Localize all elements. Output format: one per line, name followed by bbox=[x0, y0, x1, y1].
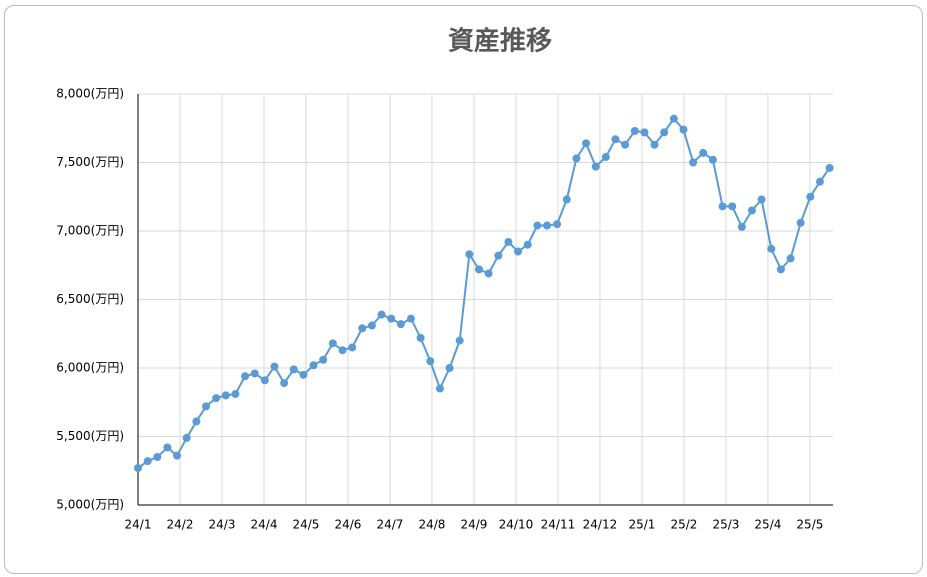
point bbox=[533, 221, 542, 230]
y-tick-label: 6,500(万円) bbox=[56, 292, 124, 306]
point bbox=[815, 177, 824, 186]
point bbox=[650, 140, 659, 149]
x-tick-label: 24/5 bbox=[292, 518, 319, 532]
point bbox=[231, 390, 240, 399]
point bbox=[718, 202, 727, 211]
point bbox=[611, 135, 620, 144]
point bbox=[747, 206, 756, 215]
x-tick-label: 24/3 bbox=[209, 518, 236, 532]
point bbox=[514, 247, 523, 256]
point bbox=[591, 162, 600, 171]
point bbox=[202, 402, 211, 411]
point bbox=[543, 221, 552, 230]
chart-card bbox=[4, 5, 923, 574]
point bbox=[582, 139, 591, 148]
x-tick-label: 24/9 bbox=[460, 518, 487, 532]
point bbox=[767, 244, 776, 253]
y-tick-label: 5,500(万円) bbox=[56, 429, 124, 443]
y-tick-label: 5,000(万円) bbox=[56, 498, 124, 512]
point bbox=[134, 464, 142, 473]
x-tick-label: 25/3 bbox=[712, 518, 739, 532]
x-tick-label: 24/7 bbox=[376, 518, 403, 532]
point bbox=[523, 240, 532, 249]
x-tick-label: 24/6 bbox=[334, 518, 361, 532]
point bbox=[406, 314, 415, 323]
point bbox=[465, 250, 474, 259]
point bbox=[192, 417, 201, 426]
point bbox=[455, 336, 464, 345]
x-tick-label: 24/1 bbox=[125, 518, 152, 532]
x-tick-label: 24/10 bbox=[499, 518, 534, 532]
point bbox=[757, 195, 766, 204]
chart-title: 資産推移 bbox=[448, 26, 552, 57]
point bbox=[484, 269, 493, 278]
y-tick-label: 7,000(万円) bbox=[56, 224, 124, 238]
x-tick-label: 24/11 bbox=[541, 518, 576, 532]
point bbox=[660, 128, 669, 137]
point bbox=[796, 218, 805, 227]
point bbox=[348, 343, 357, 352]
point bbox=[669, 114, 678, 123]
point bbox=[426, 357, 435, 366]
point bbox=[212, 394, 221, 403]
point bbox=[630, 126, 639, 135]
point bbox=[689, 158, 698, 167]
point bbox=[806, 192, 815, 201]
point bbox=[728, 202, 737, 211]
x-tick-label: 25/1 bbox=[628, 518, 655, 532]
point bbox=[163, 443, 172, 452]
point bbox=[737, 222, 746, 231]
x-tick-label: 25/5 bbox=[796, 518, 823, 532]
x-tick-label: 24/12 bbox=[583, 518, 618, 532]
point bbox=[153, 453, 162, 462]
point bbox=[280, 379, 289, 388]
point bbox=[338, 346, 347, 355]
y-tick-label: 6,000(万円) bbox=[56, 361, 124, 375]
point bbox=[601, 153, 610, 162]
x-tick-label: 24/2 bbox=[167, 518, 194, 532]
point bbox=[270, 362, 279, 371]
point bbox=[143, 457, 152, 466]
point bbox=[679, 125, 688, 134]
point bbox=[358, 324, 367, 333]
x-tick-label: 24/8 bbox=[418, 518, 445, 532]
point bbox=[640, 128, 649, 137]
x-tick-label: 24/4 bbox=[251, 518, 278, 532]
point bbox=[776, 265, 785, 274]
point bbox=[474, 265, 483, 274]
point bbox=[494, 251, 503, 260]
point bbox=[825, 163, 834, 172]
x-tick-label: 25/4 bbox=[754, 518, 781, 532]
point bbox=[241, 372, 250, 381]
point bbox=[221, 391, 230, 400]
point bbox=[309, 361, 318, 370]
y-tick-label: 7,500(万円) bbox=[56, 155, 124, 169]
point bbox=[299, 370, 308, 379]
point bbox=[377, 310, 386, 319]
point bbox=[387, 314, 396, 323]
point bbox=[173, 451, 182, 460]
point bbox=[786, 254, 795, 263]
point bbox=[553, 220, 562, 229]
point bbox=[445, 364, 454, 372]
point bbox=[504, 237, 513, 246]
point bbox=[260, 376, 269, 385]
point bbox=[289, 365, 298, 374]
point bbox=[562, 195, 571, 204]
point bbox=[416, 333, 425, 342]
point bbox=[708, 155, 717, 164]
x-tick-label: 25/2 bbox=[670, 518, 697, 532]
point bbox=[182, 433, 191, 442]
point bbox=[699, 148, 708, 157]
point bbox=[396, 320, 405, 329]
point bbox=[435, 384, 444, 393]
point bbox=[319, 355, 328, 364]
point bbox=[367, 321, 376, 330]
y-tick-label: 8,000(万円) bbox=[56, 87, 124, 101]
point bbox=[572, 154, 581, 163]
point bbox=[621, 140, 630, 149]
point bbox=[328, 339, 337, 348]
point bbox=[250, 369, 259, 378]
